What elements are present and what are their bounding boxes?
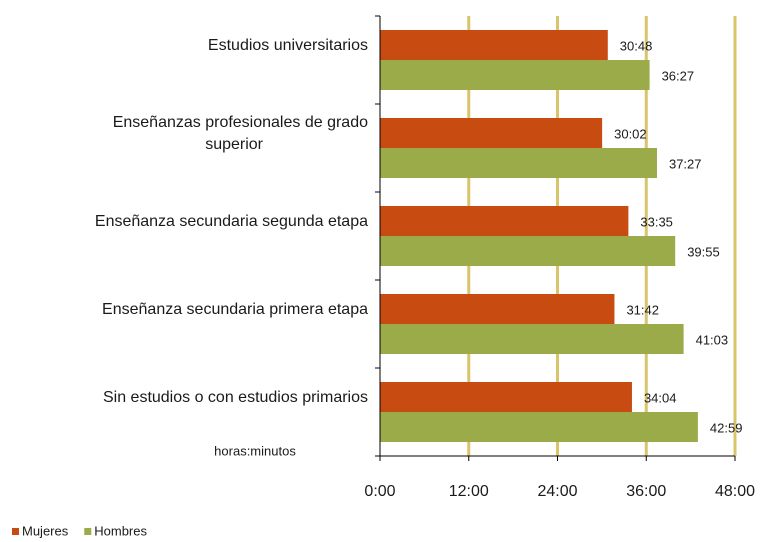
bar [380,294,615,324]
legend-swatch [12,528,19,535]
category-label: Sin estudios o con estudios primarios [103,389,368,406]
value-label: 41:03 [696,332,729,347]
value-label: 39:55 [687,244,720,259]
x-tick-label: 48:00 [715,483,755,500]
value-label: 33:35 [640,214,673,229]
category-label: Enseñanza secundaria segunda etapa [95,213,368,230]
value-label: 34:04 [644,390,677,405]
bar [380,118,603,148]
category-label: Enseñanza secundaria primera etapa [102,301,368,318]
x-tick-label: 0:00 [364,483,395,500]
category-label: Enseñanzas profesionales de grado superio… [113,114,368,153]
value-label: 37:27 [669,156,702,171]
legend-swatch [84,528,92,535]
bar [380,382,632,412]
annotation: horas:minutos [214,443,296,458]
bar [380,236,676,266]
value-label: 30:48 [620,38,653,53]
x-tick-label: 24:00 [537,483,577,500]
value-label: 42:59 [710,420,743,435]
bar [380,206,629,236]
category-label: Estudios universitarios [208,37,368,54]
value-label: 36:27 [662,68,695,83]
x-tick-label: 36:00 [626,483,666,500]
bar [380,148,657,178]
bar [380,412,698,442]
bar [380,30,608,60]
bar [380,324,684,354]
legend-label: Hombres [94,523,147,538]
x-tick-label: 12:00 [449,483,489,500]
legend-label: Mujeres [22,523,69,538]
value-label: 31:42 [626,302,659,317]
bar [380,60,650,90]
value-label: 30:02 [614,126,647,141]
